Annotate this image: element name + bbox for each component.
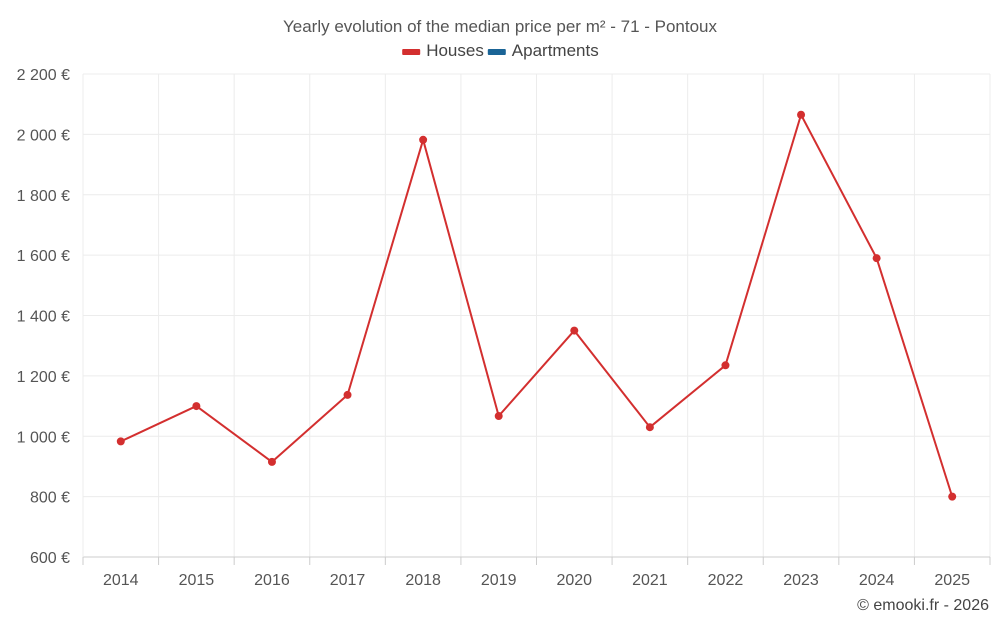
y-tick-label: 2 200 € [17, 67, 70, 84]
legend-label-apartments: Apartments [512, 41, 599, 60]
x-tick-label: 2023 [783, 572, 819, 589]
x-tick-label: 2020 [556, 572, 592, 589]
x-tick-label: 2019 [481, 572, 517, 589]
x-tick-label: 2016 [254, 572, 290, 589]
data-point [948, 492, 957, 501]
y-axis-ticks: 600 € 800 € 1 000 € 1 200 € 1 400 € 1 600 € 1 … [17, 67, 70, 567]
data-point [797, 110, 806, 119]
y-tick-label: 2 000 € [17, 127, 70, 144]
y-tick-label: 600 € [30, 550, 70, 567]
legend-swatch-apartments [487, 49, 506, 55]
y-tick-label: 1 800 € [17, 188, 70, 205]
y-tick-label: 1 000 € [17, 429, 70, 446]
x-axis-ticks: 2014 2015 2016 2017 2018 2019 2020 2021 2022 2023… [82, 557, 991, 589]
x-tick-label: 2021 [632, 572, 668, 589]
credit-text: © emooki.fr - 2026 [857, 597, 989, 614]
x-tick-label: 2024 [859, 572, 895, 589]
series-line-houses [120, 113, 954, 497]
data-point [494, 412, 503, 421]
series [116, 110, 957, 501]
data-point [872, 254, 881, 263]
legend: Houses Apartments [402, 41, 599, 60]
x-tick-label: 2025 [934, 572, 970, 589]
legend-label-houses: Houses [426, 41, 484, 60]
x-tick-label: 2017 [330, 572, 366, 589]
data-point [343, 390, 352, 399]
legend-swatch-houses [402, 49, 421, 55]
data-point [645, 423, 654, 432]
x-tick-label: 2022 [708, 572, 744, 589]
data-point [570, 326, 579, 335]
data-point [116, 437, 125, 446]
data-point [419, 135, 428, 144]
x-tick-label: 2014 [103, 572, 139, 589]
data-point [721, 361, 730, 370]
chart-title: Yearly evolution of the median price per… [283, 17, 718, 36]
y-tick-label: 1 200 € [17, 369, 70, 386]
y-tick-label: 1 400 € [17, 309, 70, 326]
x-tick-label: 2018 [405, 572, 441, 589]
x-tick-label: 2015 [179, 572, 215, 589]
gridlines [83, 73, 991, 557]
data-point [267, 457, 276, 466]
data-point [192, 402, 201, 411]
y-tick-label: 800 € [30, 490, 70, 507]
y-tick-label: 1 600 € [17, 248, 70, 265]
